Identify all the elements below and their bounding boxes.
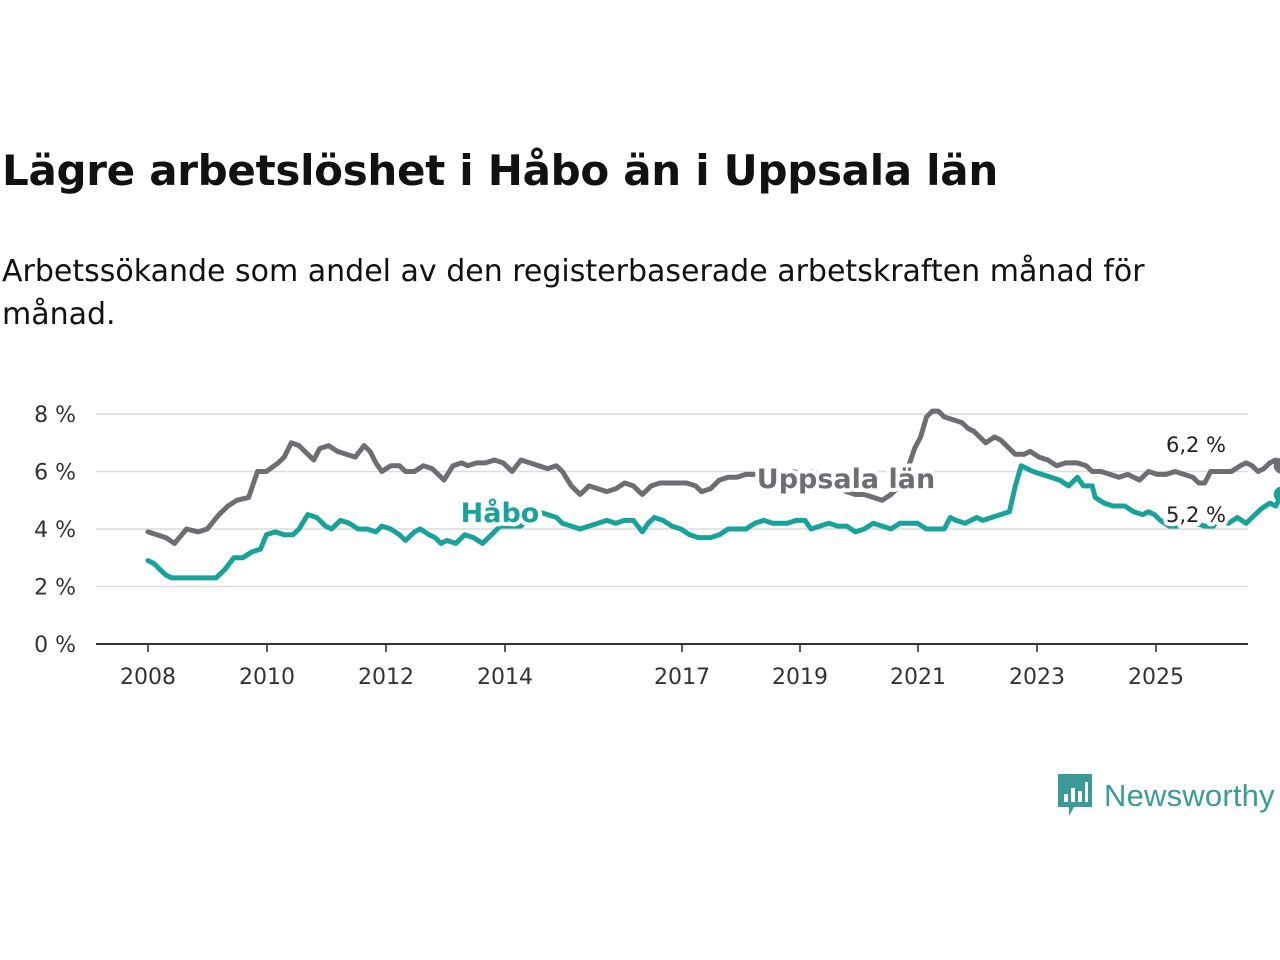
end-value-habo: 5,2 % — [1166, 503, 1226, 527]
end-value-uppsala-lan: 6,2 % — [1166, 433, 1226, 457]
end-point-habo — [1273, 486, 1280, 503]
y-tick-label: 4 % — [34, 518, 76, 543]
series-line-habo — [145, 463, 1280, 581]
y-axis-ticks: 0 % 2 % 4 % 6 % 8 % — [34, 403, 76, 658]
line-chart: 0 % 2 % 4 % 6 % 8 % 2008 2010 2012 2014 2017 2019… — [34, 403, 1280, 690]
series-line-uppsala-lan — [145, 408, 1280, 546]
x-tick-label: 2021 — [890, 665, 946, 690]
y-tick-label: 6 % — [34, 461, 76, 486]
x-axis-ticks: 2008 2010 2012 2014 2017 2019 2021 2023 2025 — [120, 644, 1184, 690]
newsworthy-logo: Newsworthy — [1058, 774, 1275, 818]
y-tick-label: 2 % — [34, 576, 76, 601]
x-tick-label: 2012 — [358, 665, 414, 690]
series-name-habo-halo: Håbo — [461, 497, 540, 529]
end-value-uppsala-lan-halo: 6,2 % — [1166, 433, 1226, 457]
x-tick-label: 2025 — [1128, 665, 1184, 690]
x-tick-label: 2014 — [477, 665, 533, 690]
y-tick-label: 8 % — [34, 403, 76, 428]
grid-lines — [96, 413, 1248, 645]
series-name-uppsala-lan-halo: Uppsala län — [757, 464, 935, 495]
x-tick-label: 2008 — [120, 665, 176, 690]
x-tick-label: 2017 — [654, 665, 710, 690]
chart-title: Lägre arbetslöshet i Håbo än i Uppsala l… — [2, 146, 998, 195]
bar-chart-speech-bubble-icon — [1058, 774, 1092, 816]
series-name-uppsala-lan: Uppsala län — [757, 464, 935, 495]
x-tick-label: 2023 — [1009, 665, 1065, 690]
y-tick-label: 0 % — [34, 633, 76, 658]
end-value-habo-halo: 5,2 % — [1166, 503, 1226, 527]
series-name-habo: Håbo — [461, 497, 540, 529]
x-tick-label: 2019 — [772, 665, 828, 690]
end-point-uppsala-lan — [1273, 457, 1280, 474]
chart-subtitle: Arbetssökande som andel av den registerb… — [2, 254, 1145, 332]
series-lines — [145, 408, 1280, 581]
brand-name: Newsworthy — [1104, 778, 1275, 813]
x-tick-label: 2010 — [239, 665, 295, 690]
